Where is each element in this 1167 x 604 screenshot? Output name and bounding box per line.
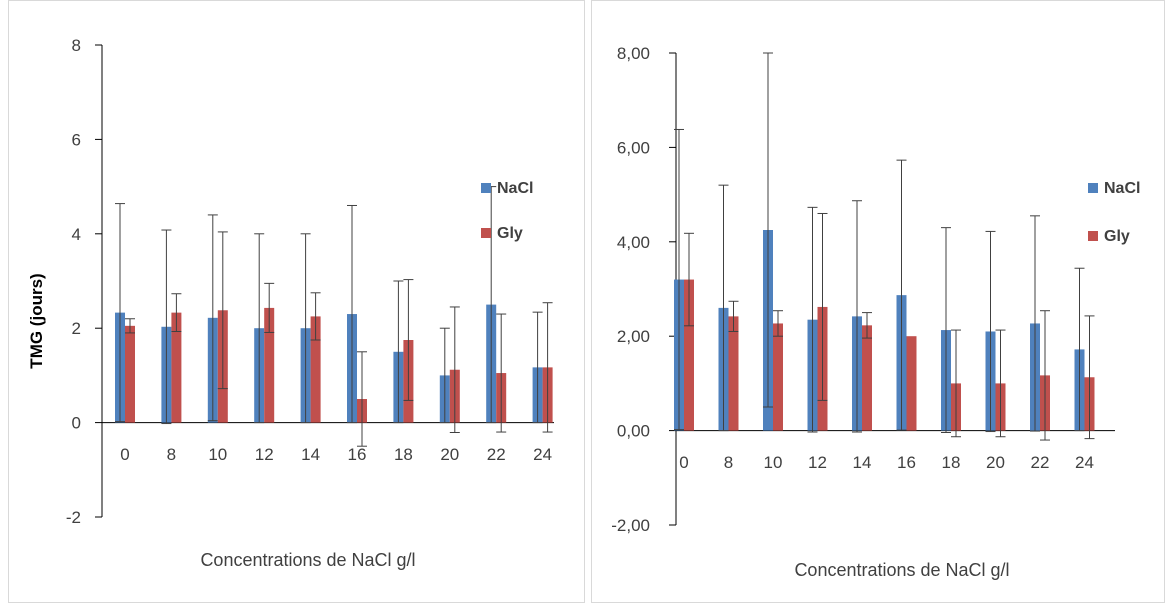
y-tick-label: 0 <box>72 414 81 433</box>
x-axis-title: Concentrations de NaCl g/l <box>794 560 1009 580</box>
bar-gly <box>906 336 917 431</box>
legend-swatch-gly <box>1088 231 1098 241</box>
x-tick-label: 8 <box>167 445 176 464</box>
legend-label-gly: Gly <box>1104 228 1130 245</box>
legend-label-nacl: NaCl <box>1104 180 1140 197</box>
bar-gly <box>684 279 694 431</box>
x-tick-label: 10 <box>208 445 227 464</box>
x-tick-label: 0 <box>679 453 688 472</box>
bar-gly <box>125 325 135 423</box>
chart-right: -2,00 0,00 2,00 4,00 6,00 8,00 0 8 10 12 14 16 18 20 2… <box>611 44 1140 580</box>
y-tick-label: 8,00 <box>617 44 650 63</box>
bar-gly <box>773 323 783 431</box>
y-axis-title: TMG (jours) <box>27 273 46 368</box>
x-tick-label: 24 <box>1075 453 1094 472</box>
x-tick-label: 18 <box>394 445 413 464</box>
x-tick-label: 14 <box>301 445 320 464</box>
bar-gly <box>862 325 872 431</box>
bar-gly <box>171 312 182 423</box>
y-tick-label: 0,00 <box>617 422 650 441</box>
x-tick-label: 18 <box>942 453 961 472</box>
y-tick-label: 2,00 <box>617 327 650 346</box>
y-tick-label: 6 <box>72 130 81 149</box>
y-tick-label: -2 <box>66 508 81 527</box>
x-tick-label: 22 <box>487 445 506 464</box>
x-tick-label: 10 <box>764 453 783 472</box>
bar-gly <box>310 316 321 423</box>
x-tick-label: 22 <box>1031 453 1050 472</box>
x-tick-label: 12 <box>255 445 274 464</box>
legend-swatch-nacl <box>1088 183 1098 193</box>
legend-swatch-gly <box>481 228 491 238</box>
x-axis-title: Concentrations de NaCl g/l <box>200 550 415 570</box>
bar-gly <box>264 307 275 423</box>
y-tick-label: 4 <box>72 225 81 244</box>
x-tick-label: 20 <box>986 453 1005 472</box>
y-tick-label: -2,00 <box>611 516 650 535</box>
y-tick-label: 2 <box>72 319 81 338</box>
x-tick-label: 14 <box>853 453 872 472</box>
bar-gly <box>728 316 739 431</box>
x-tick-label: 8 <box>724 453 733 472</box>
x-tick-label: 16 <box>897 453 916 472</box>
chart-panel-left: -2 0 2 4 6 8 0 8 10 12 14 16 18 20 22 24 Concentrations … <box>8 0 585 603</box>
x-tick-label: 24 <box>533 445 552 464</box>
y-tick-label: 6,00 <box>617 138 650 157</box>
x-tick-label: 12 <box>808 453 827 472</box>
x-tick-label: 16 <box>348 445 367 464</box>
legend-swatch-nacl <box>481 183 491 193</box>
legend-label-nacl: NaCl <box>497 180 533 197</box>
y-tick-label: 4,00 <box>617 233 650 252</box>
chart-panel-right: -2,00 0,00 2,00 4,00 6,00 8,00 0 8 10 12 14 16 18 20 2… <box>591 0 1165 603</box>
y-tick-label: 8 <box>72 36 81 55</box>
x-tick-label: 20 <box>440 445 459 464</box>
x-tick-label: 0 <box>120 445 129 464</box>
legend-label-gly: Gly <box>497 225 523 242</box>
